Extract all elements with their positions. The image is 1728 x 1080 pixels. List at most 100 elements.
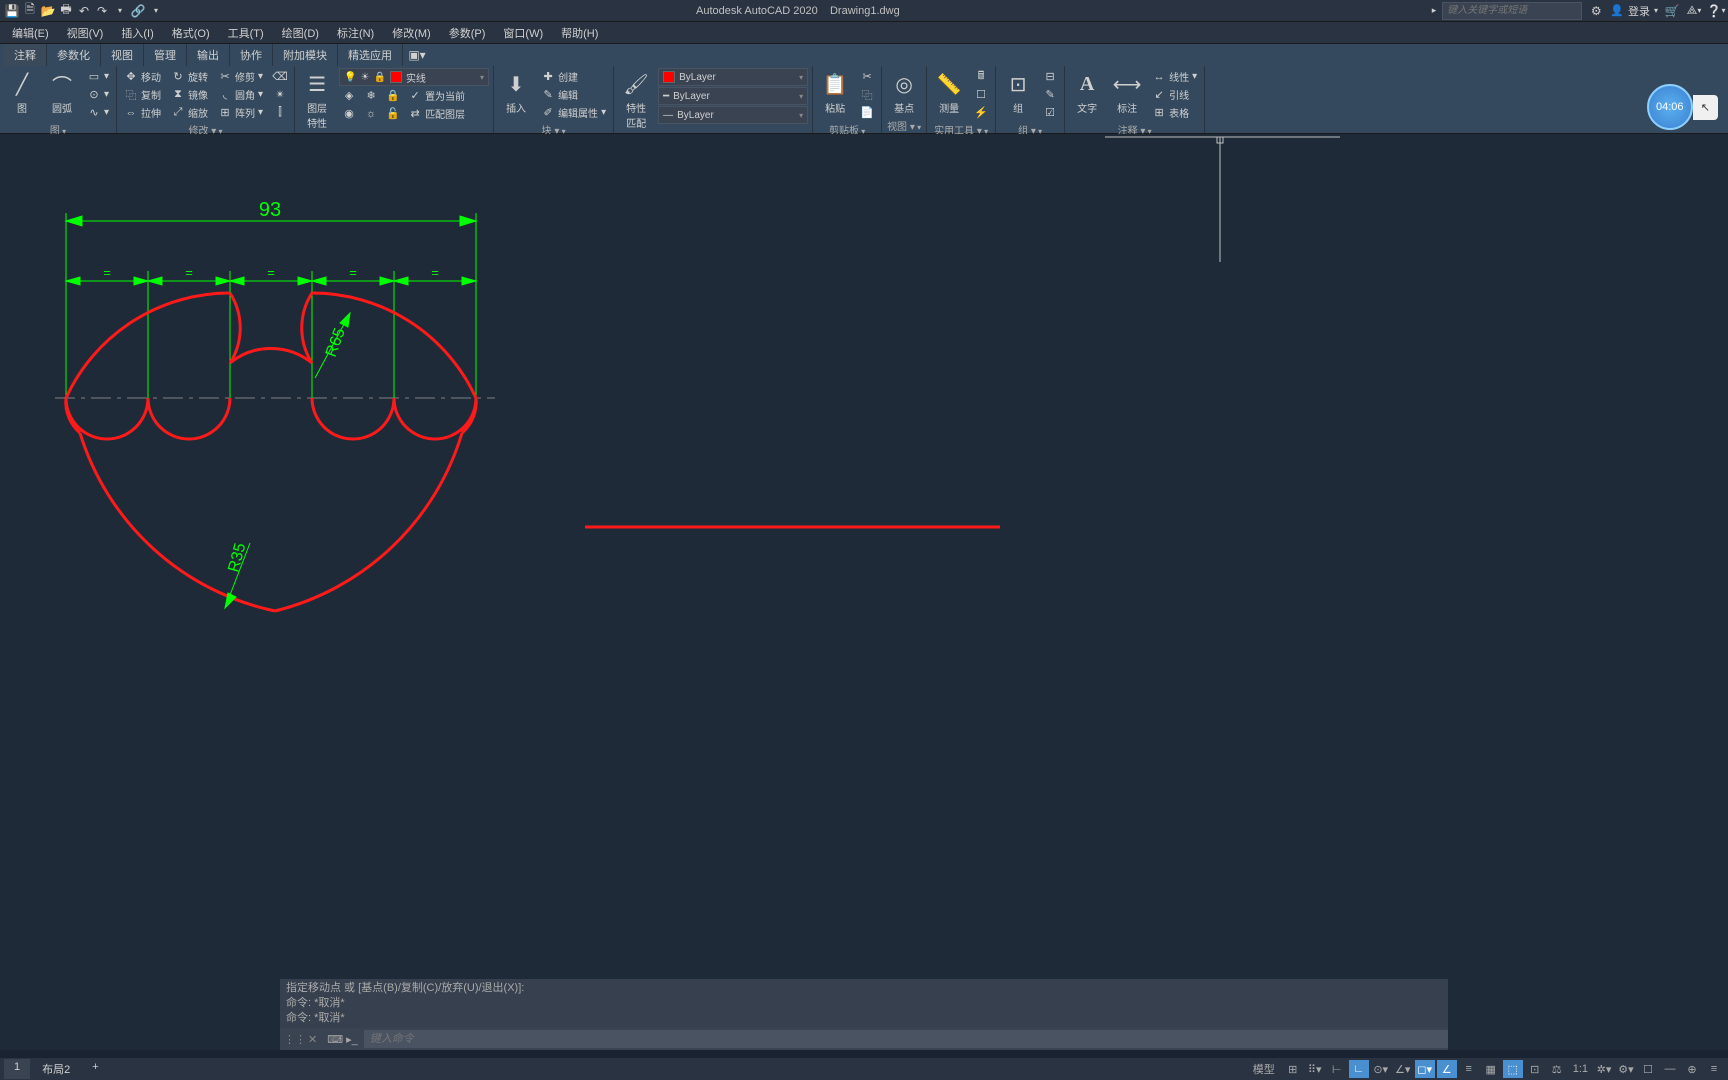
fillet-button[interactable]: ◟圆角▾ [215,86,266,103]
cut-button[interactable]: ✂ [857,68,877,85]
base-button[interactable]: ◎基点 [886,68,922,117]
paste-button[interactable]: 📋粘贴 [817,68,853,117]
signin-button[interactable]: 👤 登录 ▾ [1610,3,1658,19]
layer-props-button[interactable]: ☰图层 特性 [299,68,335,132]
edit-block-button[interactable]: ✎编辑 [538,86,609,103]
cmd-handle[interactable]: ⋮⋮✕ [280,1033,321,1046]
menu-draw[interactable]: 绘图(D) [274,23,327,43]
redo-icon[interactable]: ↷ [94,3,110,19]
tab-app-icon[interactable]: ▣▾ [409,47,425,63]
qat-dropdown-icon[interactable]: ▾ [148,3,164,19]
tab-view[interactable]: 视图 [101,44,144,66]
osnap-icon[interactable]: ◻▾ [1415,1060,1435,1078]
annovisibility-icon[interactable]: ✲▾ [1594,1060,1614,1078]
saveas-icon[interactable]: 🗎 [22,3,38,19]
isodraft-icon[interactable]: ∠▾ [1393,1060,1413,1078]
explode-button[interactable]: ✴ [270,86,290,103]
share-icon[interactable]: 🔗 [130,3,146,19]
layer-freeze-button[interactable]: ❄ [361,87,381,104]
measure-button[interactable]: 📏测量 [931,68,967,117]
drawing-canvas[interactable]: 93 = = = = = [0,134,1728,1050]
match-layer-button[interactable]: ⇄匹配图层 [405,105,468,122]
menu-tools[interactable]: 工具(T) [220,23,272,43]
table-button[interactable]: ⊞表格 [1149,104,1200,121]
command-input[interactable] [364,1030,1448,1048]
panel-view-label[interactable]: 视图 ▾ [886,117,922,134]
layout-tab-1[interactable]: 1 [4,1059,30,1079]
create-block-button[interactable]: ✚创建 [538,68,609,85]
infer-icon[interactable]: ⊢ [1327,1060,1347,1078]
lineweight-dropdown[interactable]: ━ByLayer [658,87,808,105]
selection-icon[interactable]: ⬚ [1503,1060,1523,1078]
close-icon[interactable]: ✕ [308,1033,317,1046]
text-button[interactable]: A文字 [1069,68,1105,117]
trim-button[interactable]: ✂修剪▾ [215,68,266,85]
ortho-icon[interactable]: ∟ [1349,1060,1369,1078]
help-icon[interactable]: ❔▾ [1708,3,1724,19]
layout-add-button[interactable]: + [82,1059,108,1079]
tab-manage[interactable]: 管理 [144,44,187,66]
circle-button[interactable]: ⊙▾ [84,86,112,103]
scale-button[interactable]: ⤢缩放 [168,104,211,121]
quickselect-button[interactable]: ⚡ [971,104,991,121]
menu-view[interactable]: 视图(V) [59,23,112,43]
array-button[interactable]: ⊞阵列▾ [215,104,266,121]
menu-help[interactable]: 帮助(H) [553,23,606,43]
layer-thaw-button[interactable]: ☼ [361,105,381,122]
mirror-button[interactable]: ⧗镜像 [168,86,211,103]
ungroup-button[interactable]: ⊟ [1040,68,1060,85]
move-button[interactable]: ✥移动 [121,68,164,85]
cart-icon[interactable]: 🛒 [1664,3,1680,19]
copy-button[interactable]: ⿻复制 [121,86,164,103]
plot-icon[interactable]: 🖶 [58,3,74,19]
layer-dropdown[interactable]: 💡☀🔒实线 [339,68,489,86]
stretch-button[interactable]: ⇔拉伸 [121,104,164,121]
tab-parametric[interactable]: 参数化 [47,44,101,66]
select-button[interactable]: ☐ [971,86,991,103]
hwaccel-icon[interactable]: ⊕ [1682,1060,1702,1078]
search-arrow-icon[interactable]: ▸ [1432,5,1437,16]
qat-more-icon[interactable]: ▾ [112,3,128,19]
layer-iso-button[interactable]: ◈ [339,87,359,104]
transparency-icon[interactable]: ▦ [1481,1060,1501,1078]
menu-format[interactable]: 格式(O) [164,23,218,43]
menu-dimension[interactable]: 标注(N) [329,23,382,43]
groupedit-button[interactable]: ✎ [1040,86,1060,103]
menu-modify[interactable]: 修改(M) [384,23,439,43]
leader-button[interactable]: ↙引线 [1149,86,1200,103]
rectangle-button[interactable]: ▭▾ [84,68,112,85]
arc-button[interactable]: ⌒圆弧 [44,68,80,117]
layout-tab-2[interactable]: 布局2 [32,1059,80,1079]
menu-insert[interactable]: 插入(I) [113,23,161,43]
group-button[interactable]: ⊡组 [1000,68,1036,117]
tab-featured[interactable]: 精选应用 [338,44,403,66]
isolate-icon[interactable]: — [1660,1060,1680,1078]
infocenter-icon[interactable]: ⚙ [1588,3,1604,19]
undo-icon[interactable]: ↶ [76,3,92,19]
erase-button[interactable]: ⌫ [270,68,290,85]
open-icon[interactable]: 📂 [40,3,56,19]
otrack-icon[interactable]: ∠ [1437,1060,1457,1078]
dyninput-icon[interactable]: ⊡ [1525,1060,1545,1078]
tab-collaborate[interactable]: 协作 [230,44,273,66]
lineweight-icon[interactable]: ≡ [1459,1060,1479,1078]
tab-output[interactable]: 输出 [187,44,230,66]
exchange-icon[interactable]: ⟁▾ [1686,3,1702,19]
pasteclip-button[interactable]: 📄 [857,104,877,121]
grid-icon[interactable]: ⊞ [1283,1060,1303,1078]
gear-icon[interactable]: ⚙▾ [1616,1060,1636,1078]
search-input[interactable] [1442,2,1582,20]
linetype-dropdown[interactable]: —ByLayer [658,106,808,124]
copy-clip-button[interactable]: ⿻ [857,86,877,103]
rotate-button[interactable]: ↻旋转 [168,68,211,85]
menu-edit[interactable]: 编辑(E) [4,23,57,43]
ellipse-button[interactable]: ∿▾ [84,104,112,121]
snap-icon[interactable]: ⠿▾ [1305,1060,1325,1078]
scale-button[interactable]: 1:1 [1569,1060,1592,1078]
layer-lock-button[interactable]: 🔒 [383,87,403,104]
edit-attr-button[interactable]: ✐编辑属性▾ [538,104,609,121]
menu-parametric[interactable]: 参数(P) [441,23,494,43]
timer-circle[interactable]: 04:06 [1647,84,1693,130]
color-dropdown[interactable]: ByLayer [658,68,808,86]
tab-addins[interactable]: 附加模块 [273,44,338,66]
